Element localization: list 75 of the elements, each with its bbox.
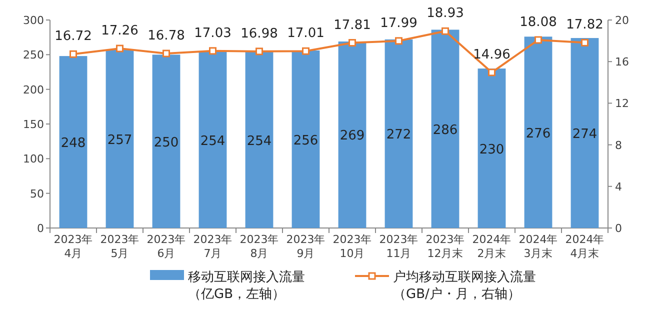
y2-tick-label: 16 [615,56,629,69]
y-tick-label: 100 [23,152,44,166]
x-tick-label: 2023年 10月 [332,233,372,260]
point [581,38,588,46]
data-label: 17.03 [194,26,232,41]
bar [292,50,320,228]
point [70,50,77,58]
point [534,36,542,44]
data-label: 230 [479,142,504,158]
y-tick-label: 250 [23,48,44,62]
bar [384,39,413,228]
bar [431,30,460,228]
point [442,27,449,35]
data-label: 17.82 [566,18,604,33]
data-label: 16.98 [240,26,278,42]
data-label: 274 [572,127,598,142]
point [302,47,310,55]
y2-tick-label: 4 [615,180,622,194]
bar [524,36,552,228]
data-label: 272 [386,128,412,143]
bar [106,50,134,228]
data-label: 17.26 [101,23,138,38]
point [488,68,496,76]
x-tick-label: 2023年 8月 [240,233,279,260]
x-tick-label: 2023年 5月 [100,233,140,260]
x-tick-label: 2024年 4月末 [565,233,604,260]
data-label: 254 [246,134,272,149]
data-label: 250 [154,135,179,150]
x-tick-label: 2023年 4月 [54,233,93,260]
point [162,50,170,58]
x-tick-label: 2023年 12月末 [426,233,465,260]
data-label: 18.93 [426,6,464,22]
y2-tick-label: 20 [615,14,629,27]
data-label: 254 [200,134,226,149]
legend-label: 户均移动互联网接入流量（GB/户・月，右轴） [393,269,536,302]
bar [245,52,274,228]
point [256,48,263,56]
bar [338,41,366,228]
data-label: 16.78 [148,28,185,44]
point [348,39,356,47]
y2-tick-label: 12 [615,97,629,110]
x-tick-label: 2024年 3月末 [518,233,558,260]
bar [59,56,88,228]
y-tick-label: 0 [37,222,44,235]
data-label: 276 [526,126,551,142]
point [209,47,216,55]
point [395,37,402,45]
bar [478,68,506,228]
bar [152,54,180,228]
data-label: 257 [107,132,132,148]
y-tick-label: 200 [23,83,44,96]
y-tick-label: 300 [23,14,44,27]
x-tick-label: 2023年 7月 [193,233,232,260]
y2-tick-label: 0 [615,222,622,235]
x-tick-label: 2023年 6月 [146,233,186,260]
data-label: 286 [432,122,458,138]
y-tick-label: 50 [30,187,44,200]
bar [198,52,227,228]
y2-tick-label: 8 [615,138,622,152]
legend-label: 移动互联网接入流量（亿GB，左轴） [188,269,305,302]
x-tick-label: 2024年 2月末 [472,233,512,260]
data-label: 248 [60,136,86,152]
data-label: 256 [293,133,318,148]
data-label: 17.01 [287,26,324,42]
x-tick-label: 2023年 11月 [379,233,418,260]
data-label: 17.81 [334,18,371,33]
y-tick-label: 150 [23,118,44,131]
data-label: 14.96 [473,47,510,62]
data-label: 17.99 [380,16,418,31]
data-label: 269 [340,128,365,144]
bar [570,38,599,228]
point [116,44,124,52]
data-label: 16.72 [54,29,92,44]
x-tick-label: 2023年 9月 [286,233,326,260]
data-label: 18.08 [520,14,557,30]
